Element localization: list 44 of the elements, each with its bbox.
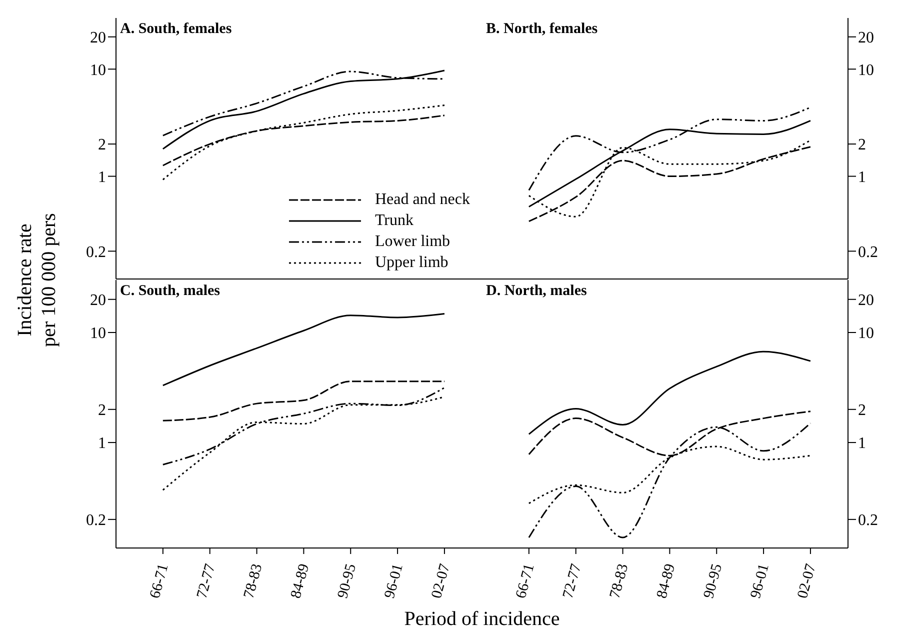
x-axis-title: Period of incidence (403, 608, 561, 631)
x-tick-label: 72-77 (560, 562, 585, 600)
legend-label: Upper limb (374, 254, 448, 272)
y-axis-title: Incidence rate per 100 000 pers (13, 212, 61, 349)
legend-label: Trunk (374, 212, 414, 230)
y-tick-label: 10 (858, 325, 874, 342)
y-tick-label: 0.2 (86, 244, 106, 261)
y-tick-label: 1 (98, 435, 106, 452)
y-tick-label: 0.2 (858, 244, 878, 261)
y-tick-label: 1 (98, 168, 106, 186)
chart-title: A. South, females (120, 21, 232, 38)
y-tick-label: 10 (858, 62, 874, 79)
legend-label: Lower limb (374, 232, 450, 250)
legend-label: Head and neck (374, 190, 470, 208)
x-tick-label: 90-95 (701, 562, 726, 600)
chart-title: C. South, males (120, 283, 220, 300)
y-tick-label: 20 (858, 292, 874, 310)
chart-title: D. North, males (486, 283, 587, 300)
y-tick-label: 0.2 (858, 512, 878, 530)
y-tick-label: 20 (90, 292, 106, 310)
x-tick-label: 66-71 (513, 562, 538, 600)
y-tick-label: 10 (90, 62, 106, 79)
x-tick-label: 02-07 (794, 562, 820, 600)
x-tick-label: 02-07 (428, 562, 454, 600)
x-tick-label: 84-89 (654, 562, 679, 600)
x-tick-label: 96-01 (382, 562, 406, 600)
x-tick-label: 72-77 (194, 562, 219, 600)
y-tick-label: 20 (90, 30, 106, 47)
y-tick-label: 2 (98, 136, 106, 154)
x-tick-label: 78-83 (241, 562, 266, 600)
y-tick-label: 2 (858, 402, 866, 420)
x-tick-label: 96-01 (748, 562, 772, 600)
x-tick-label: 66-71 (147, 562, 172, 600)
y-tick-label: 1 (858, 168, 866, 186)
y-tick-label: 1 (858, 435, 866, 452)
chart-title: B. North, females (486, 21, 598, 38)
x-tick-label: 84-89 (288, 562, 313, 600)
y-tick-label: 0.2 (86, 512, 106, 530)
y-tick-label: 20 (858, 30, 874, 47)
x-tick-label: 78-83 (607, 562, 632, 600)
y-tick-label: 10 (90, 325, 106, 342)
y-tick-label: 2 (858, 136, 866, 154)
x-tick-label: 90-95 (335, 562, 360, 600)
y-tick-label: 2 (98, 402, 106, 420)
